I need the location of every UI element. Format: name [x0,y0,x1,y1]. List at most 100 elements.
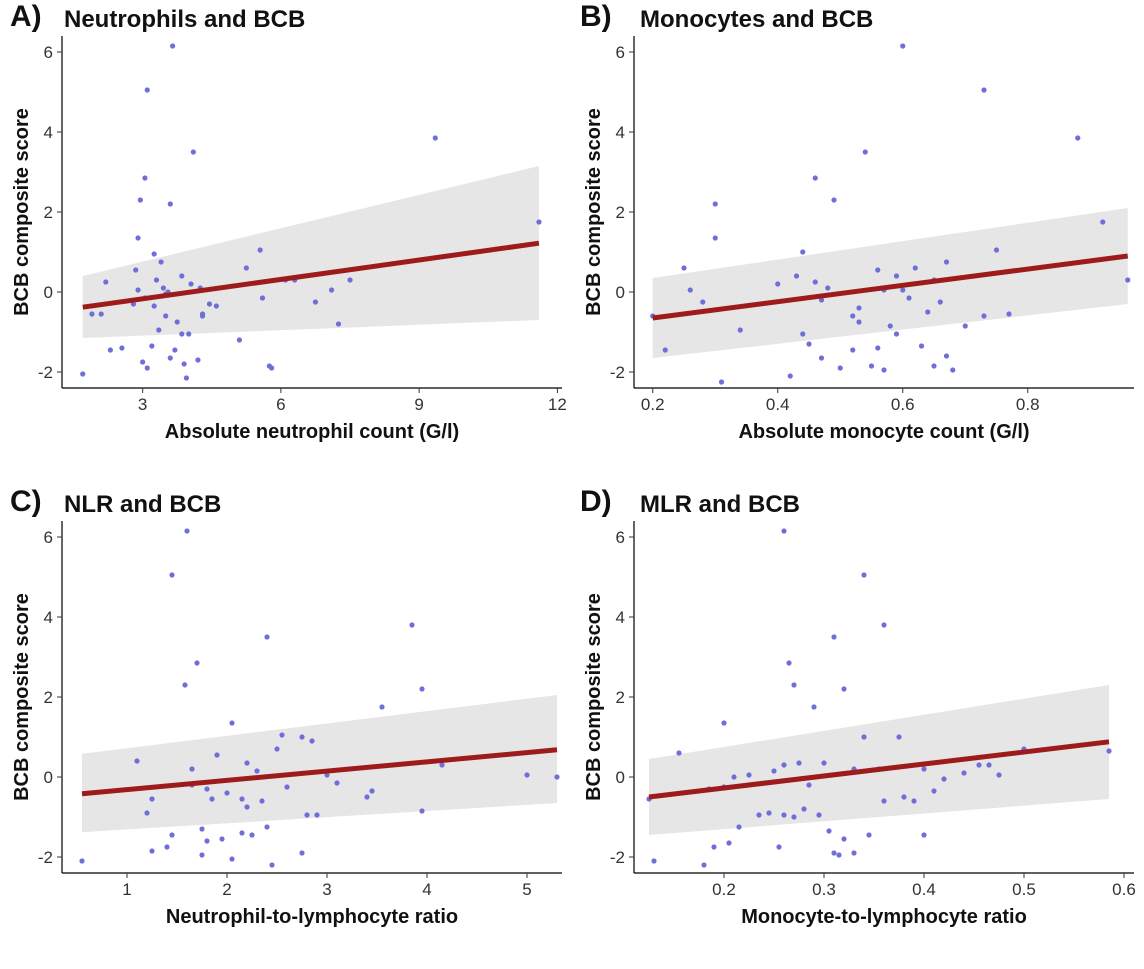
data-point [900,43,906,49]
data-point [182,682,188,688]
data-point [144,810,150,816]
data-point [209,796,215,802]
data-point [841,686,847,692]
y-axis-title: BCB composite score [583,108,605,316]
data-point [981,313,987,319]
data-point [925,309,931,315]
data-points [650,43,1131,385]
data-point [206,301,213,307]
data-point [103,279,109,285]
data-point [214,752,220,758]
data-point [801,806,807,812]
data-point [862,149,868,155]
y-tick-label: 0 [44,768,53,787]
data-point [943,259,950,265]
data-point [160,285,166,291]
data-point [195,357,201,363]
data-point [921,832,927,838]
data-point [199,826,205,832]
data-point [140,359,146,365]
data-point [850,347,856,353]
data-point [107,347,113,353]
data-point [304,812,310,818]
data-point [259,798,265,804]
data-point [158,259,164,265]
data-point [379,704,385,710]
x-tick-label: 0.6 [891,395,915,414]
data-point [711,844,717,850]
data-point [811,704,817,710]
panel-d: D) MLR and BCB 0.2 0.3 0.4 0.5 0.6 -2 0 2 4 6 Mono… [572,485,1144,969]
data-point [687,287,693,293]
data-point [172,347,178,353]
data-point [299,734,305,740]
data-point [419,808,425,814]
data-point [179,273,185,279]
chart-title: MLR and BCB [640,491,800,518]
data-point [712,201,718,207]
data-point [257,247,263,253]
data-point [812,279,818,285]
data-point [861,572,867,578]
data-point [189,766,195,772]
data-point [204,838,210,844]
data-point [1006,311,1012,317]
data-point [199,852,205,858]
data-point [554,774,560,780]
data-point [776,844,782,850]
data-point [279,732,285,738]
data-point [190,149,196,155]
data-point [791,814,797,820]
panel-label: D) [580,485,612,518]
x-tick-label: 6 [276,395,285,414]
data-point [961,770,967,776]
data-point [169,572,175,578]
y-tick-label: 6 [44,528,53,547]
data-point [98,311,104,317]
panel-b: B) Monocytes and BCB 0.2 0.4 0.6 0.8 -2 0 2 4 6 A… [572,0,1144,484]
data-point [269,365,275,371]
data-point [943,353,950,359]
data-point [80,371,86,377]
x-tick-label: 9 [414,395,423,414]
data-point [169,43,176,49]
data-point [800,331,806,337]
data-point [746,772,752,778]
data-point [831,850,837,856]
data-point [818,355,825,361]
data-point [887,323,893,329]
x-tick-label: 3 [322,880,331,899]
y-axis-title: BCB composite score [11,108,33,316]
data-point [164,844,170,850]
data-point [254,768,260,774]
data-point [156,327,162,333]
data-point [149,796,155,802]
data-point [1106,748,1112,754]
chart-title: Neutrophils and BCB [64,6,306,33]
data-point [409,622,415,628]
y-tick-label: 2 [44,688,53,707]
data-point [284,784,290,790]
data-point [931,788,937,794]
data-point [841,836,847,842]
data-point [149,848,155,854]
data-point [826,828,832,834]
data-point [249,832,255,838]
regression-line [652,253,1129,321]
data-point [314,812,320,818]
data-point [893,331,900,337]
data-point [204,786,210,792]
regression-line [81,747,558,797]
data-point [806,341,812,347]
data-point [299,850,305,856]
y-tick-label: 4 [616,123,625,142]
data-point [224,790,230,796]
data-point [194,660,200,666]
data-point [243,265,249,271]
data-point [419,686,425,692]
data-point [184,528,190,534]
x-tick-label: 0.2 [641,395,665,414]
confidence-band [652,208,1128,358]
data-point [119,345,125,351]
data-point [906,295,912,301]
